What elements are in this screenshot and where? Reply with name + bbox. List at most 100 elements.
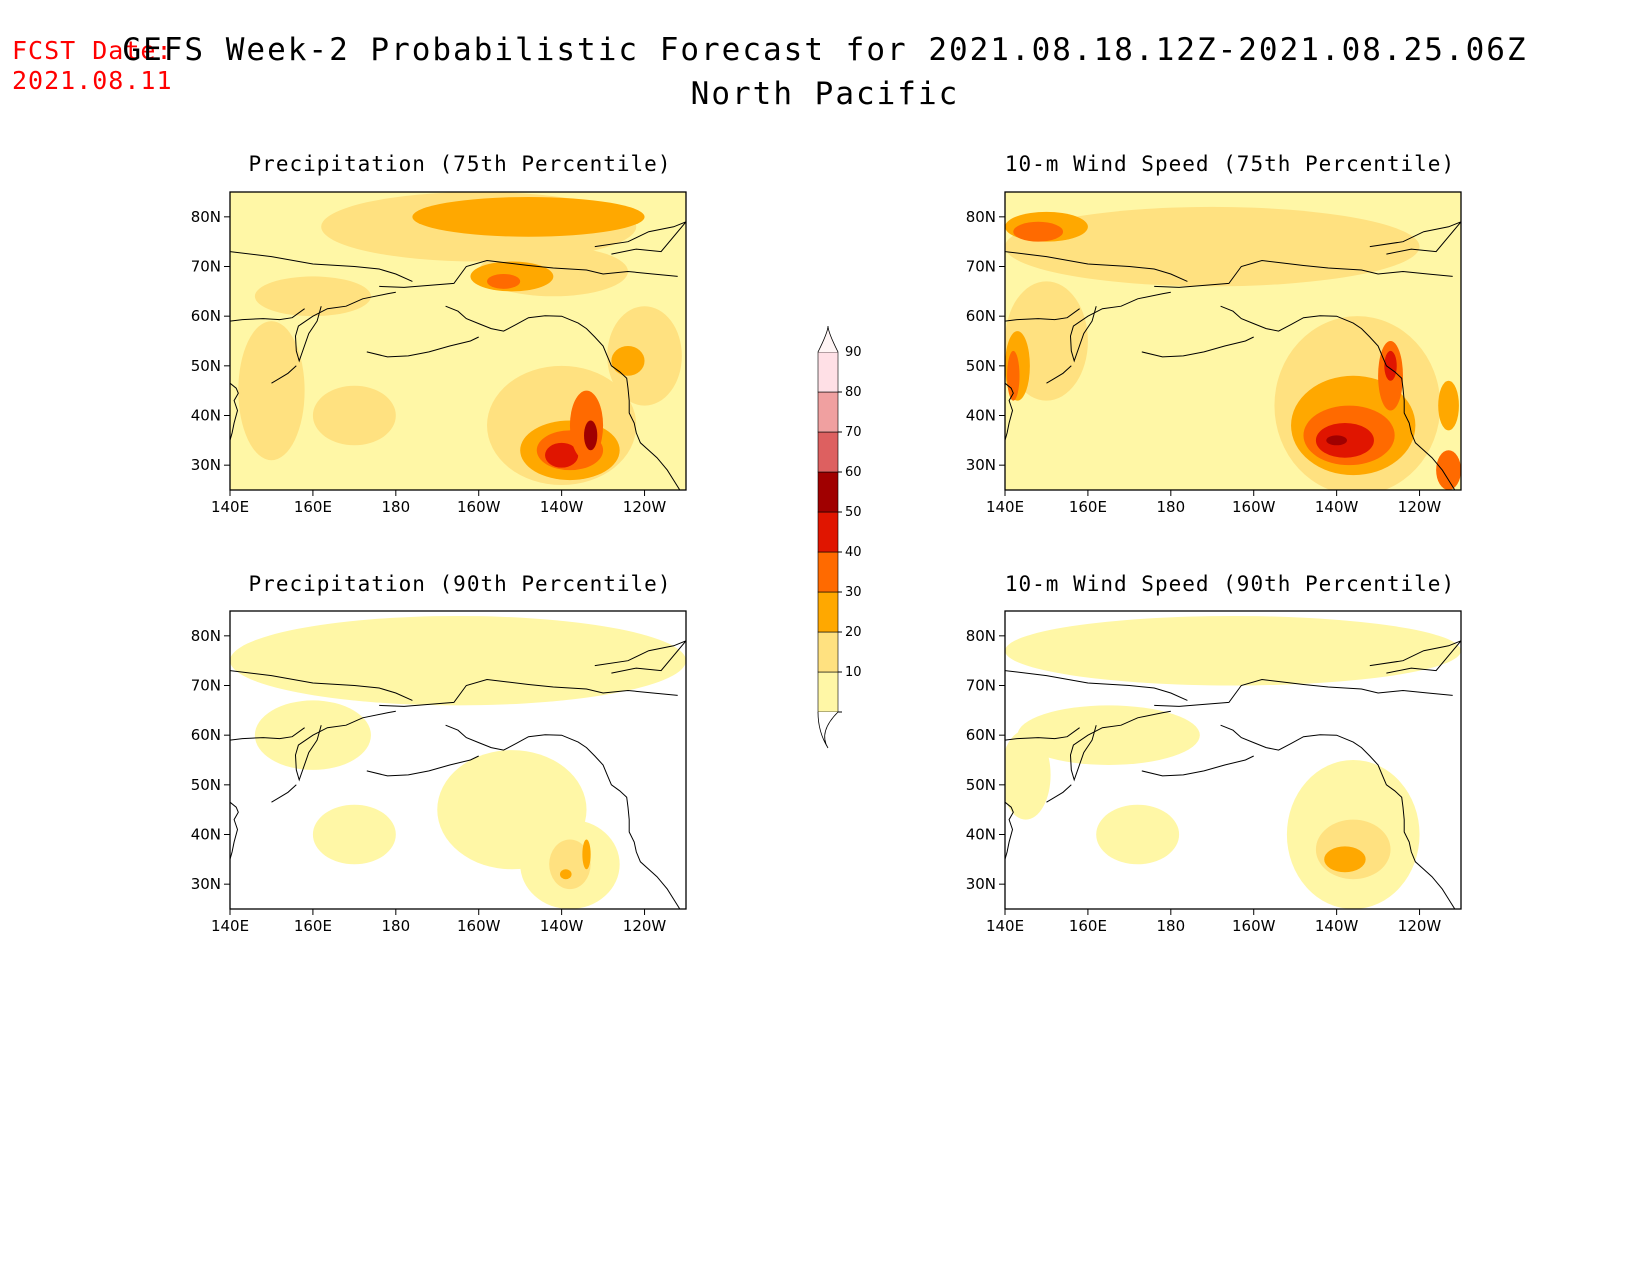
lat-tick-label: 80N: [966, 627, 996, 645]
coastline: [1069, 710, 1171, 782]
probability-contour-30: [582, 839, 591, 870]
probability-contour-10: [312, 804, 396, 865]
lat-tick-label: 60N: [191, 726, 221, 744]
colorbar-swatch-60: [817, 471, 839, 513]
lat-tick-label: 70N: [966, 677, 996, 695]
forecast-date-label: FCST Date:: [12, 36, 173, 65]
probability-contour-10: [1096, 804, 1180, 865]
lon-tick-label: 160W: [1232, 498, 1276, 516]
lat-tick-label: 30N: [966, 875, 996, 893]
probability-contour-30: [412, 196, 645, 237]
lon-tick-label: 140W: [540, 917, 584, 935]
colorbar-label: 20: [845, 625, 862, 640]
probability-contour-30: [1324, 846, 1366, 873]
coastline: [594, 640, 686, 674]
colorbar-swatch-20: [817, 631, 839, 673]
lat-tick-label: 50N: [966, 776, 996, 794]
lon-tick-label: 180: [1156, 498, 1185, 516]
lat-tick-label: 80N: [191, 208, 221, 226]
lon-tick-label: 160W: [457, 498, 501, 516]
coastline: [1005, 801, 1014, 860]
coastline: [1069, 291, 1171, 363]
lat-tick-label: 30N: [191, 875, 221, 893]
coastline: [445, 724, 681, 909]
coastline: [294, 291, 396, 363]
coastline: [271, 784, 297, 803]
coastline: [1141, 755, 1254, 777]
map-frame: [1004, 610, 1462, 910]
probability-contour-20: [254, 276, 371, 317]
lat-tick-label: 80N: [191, 627, 221, 645]
lat-tick-label: 50N: [191, 776, 221, 794]
coastline: [230, 727, 305, 741]
probability-contour-30: [1438, 380, 1459, 431]
probability-contour-20: [607, 306, 682, 406]
lon-tick-label: 180: [1156, 917, 1185, 935]
colorbar-swatch-10: [817, 671, 839, 713]
coastline: [1220, 305, 1456, 490]
coastline: [1005, 670, 1188, 701]
region-subtitle: North Pacific: [690, 76, 960, 112]
coastline: [230, 251, 413, 282]
coastline: [445, 305, 681, 490]
map-panel-wind90: 80N 70N 60N 50N 40N 30N 140E 160E 180 160W 140W 120…: [966, 610, 1462, 935]
lon-tick-label: 140W: [1315, 498, 1359, 516]
probability-contour-20: [549, 839, 591, 890]
lon-tick-label: 160E: [1069, 498, 1107, 516]
lon-tick-label: 160E: [294, 498, 332, 516]
probability-contour-60: [1326, 435, 1347, 446]
probability-contour-50: [545, 442, 579, 468]
lon-tick-label: 140E: [986, 917, 1024, 935]
colorbar-swatch-30: [817, 591, 839, 633]
map-panel-precip90: 80N 70N 60N 50N 40N 30N 140E 160E 180 160W 140W 120…: [191, 610, 687, 935]
lon-tick-label: 140W: [1315, 917, 1359, 935]
lon-tick-label: 120W: [1398, 917, 1442, 935]
coastline: [366, 336, 479, 358]
coastline: [1005, 251, 1188, 282]
coastline: [1369, 221, 1461, 255]
coastline: [1046, 365, 1072, 384]
panel-title-precip90: Precipitation (90th Percentile): [248, 572, 672, 596]
coastline: [230, 670, 413, 701]
lon-tick-label: 140E: [986, 498, 1024, 516]
coastline: [230, 308, 305, 322]
colorbar-swatch-50: [817, 511, 839, 553]
coastline: [1046, 784, 1072, 803]
lat-tick-label: 70N: [191, 258, 221, 276]
lat-tick-label: 60N: [966, 726, 996, 744]
colorbar-bottom-arrow: [817, 711, 839, 749]
lat-tick-label: 50N: [191, 357, 221, 375]
colorbar-swatch-70: [817, 431, 839, 473]
coastline: [1141, 336, 1254, 358]
probability-contour-30: [611, 345, 645, 376]
lat-tick-label: 80N: [966, 208, 996, 226]
colorbar-label: 40: [845, 545, 862, 560]
colorbar-label: 10: [845, 665, 862, 680]
lon-tick-label: 160E: [1069, 917, 1107, 935]
lon-tick-label: 120W: [623, 917, 667, 935]
lon-tick-label: 180: [381, 917, 410, 935]
colorbar-label: 50: [845, 505, 862, 520]
coastline: [379, 259, 678, 288]
forecast-date-block: FCST Date: 2021.08.11: [12, 36, 173, 96]
coastline: [230, 801, 239, 860]
panel-title-wind90: 10-m Wind Speed (90th Percentile): [1004, 572, 1456, 596]
colorbar-label: 30: [845, 585, 862, 600]
lon-tick-label: 120W: [1398, 498, 1442, 516]
lon-tick-label: 140E: [211, 498, 249, 516]
probability-contour-40: [1436, 450, 1461, 490]
coastline: [1154, 678, 1453, 707]
probability-contour-40: [1007, 350, 1020, 401]
map-frame: [229, 191, 687, 491]
lat-tick-label: 30N: [966, 456, 996, 474]
colorbar-swatch-40: [817, 551, 839, 593]
lon-tick-label: 140E: [211, 917, 249, 935]
probability-contour-40: [487, 273, 521, 289]
lon-tick-label: 160E: [294, 917, 332, 935]
lat-tick-label: 40N: [966, 826, 996, 844]
lat-tick-label: 70N: [966, 258, 996, 276]
coastline: [594, 221, 686, 255]
lon-tick-label: 140W: [540, 498, 584, 516]
probability-contour-10: [1005, 730, 1051, 820]
lat-tick-label: 70N: [191, 677, 221, 695]
